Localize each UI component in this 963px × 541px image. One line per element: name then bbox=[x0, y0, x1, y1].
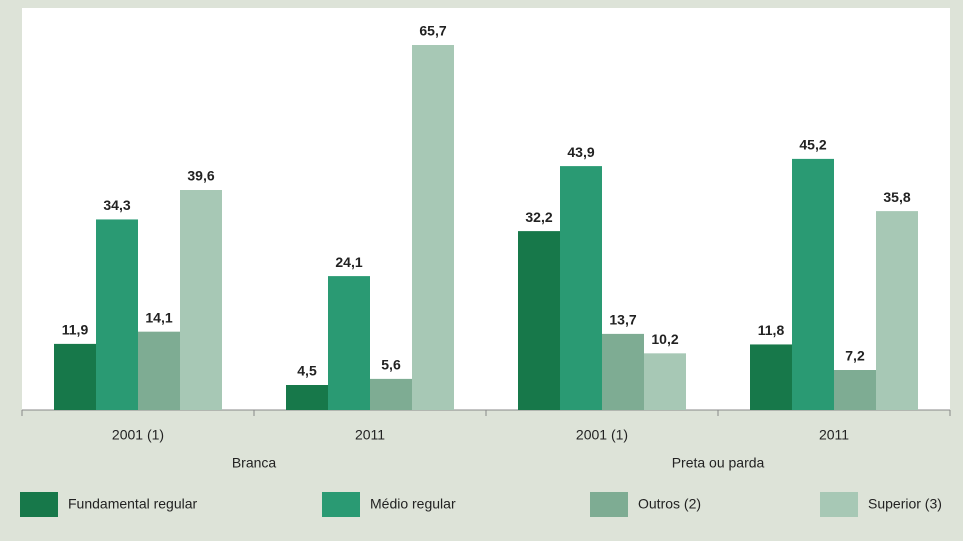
x-tick-label: 2011 bbox=[819, 427, 849, 443]
bar bbox=[876, 211, 918, 410]
x-tick-label: 2001 (1) bbox=[112, 427, 164, 443]
value-label: 13,7 bbox=[609, 312, 636, 328]
bar bbox=[834, 370, 876, 410]
bar bbox=[412, 45, 454, 410]
x-tick-label: 2001 (1) bbox=[576, 427, 628, 443]
bar bbox=[328, 276, 370, 410]
x-tick-label: 2011 bbox=[355, 427, 385, 443]
bar bbox=[518, 231, 560, 410]
bar bbox=[750, 344, 792, 410]
bar bbox=[792, 158, 834, 410]
value-label: 7,2 bbox=[845, 348, 865, 364]
value-label: 4,5 bbox=[297, 363, 317, 379]
legend-swatch bbox=[20, 492, 58, 517]
value-label: 11,9 bbox=[62, 322, 89, 338]
value-label: 35,8 bbox=[883, 189, 910, 205]
bar bbox=[644, 353, 686, 410]
bar bbox=[138, 331, 180, 410]
value-label: 5,6 bbox=[381, 357, 401, 373]
value-label: 34,3 bbox=[103, 197, 130, 213]
value-label: 32,2 bbox=[525, 209, 552, 225]
legend-label: Fundamental regular bbox=[68, 496, 198, 512]
legend-swatch bbox=[820, 492, 858, 517]
bar bbox=[96, 219, 138, 410]
legend-label: Outros (2) bbox=[638, 496, 701, 512]
legend-label: Superior (3) bbox=[868, 496, 942, 512]
bar bbox=[560, 166, 602, 410]
value-label: 11,8 bbox=[758, 322, 785, 338]
bar bbox=[602, 333, 644, 410]
legend-swatch bbox=[322, 492, 360, 517]
value-label: 45,2 bbox=[799, 137, 826, 153]
bar bbox=[54, 343, 96, 410]
legend-swatch bbox=[590, 492, 628, 517]
group-label: Preta ou parda bbox=[672, 455, 765, 471]
bar bbox=[370, 378, 412, 410]
value-label: 65,7 bbox=[419, 23, 446, 39]
value-label: 39,6 bbox=[187, 168, 214, 184]
value-label: 24,1 bbox=[335, 254, 362, 270]
value-label: 43,9 bbox=[567, 144, 594, 160]
bar bbox=[180, 190, 222, 410]
value-label: 14,1 bbox=[145, 309, 172, 325]
bar bbox=[286, 385, 328, 410]
group-label: Branca bbox=[232, 455, 277, 471]
legend-label: Médio regular bbox=[370, 496, 456, 512]
value-label: 10,2 bbox=[651, 331, 678, 347]
